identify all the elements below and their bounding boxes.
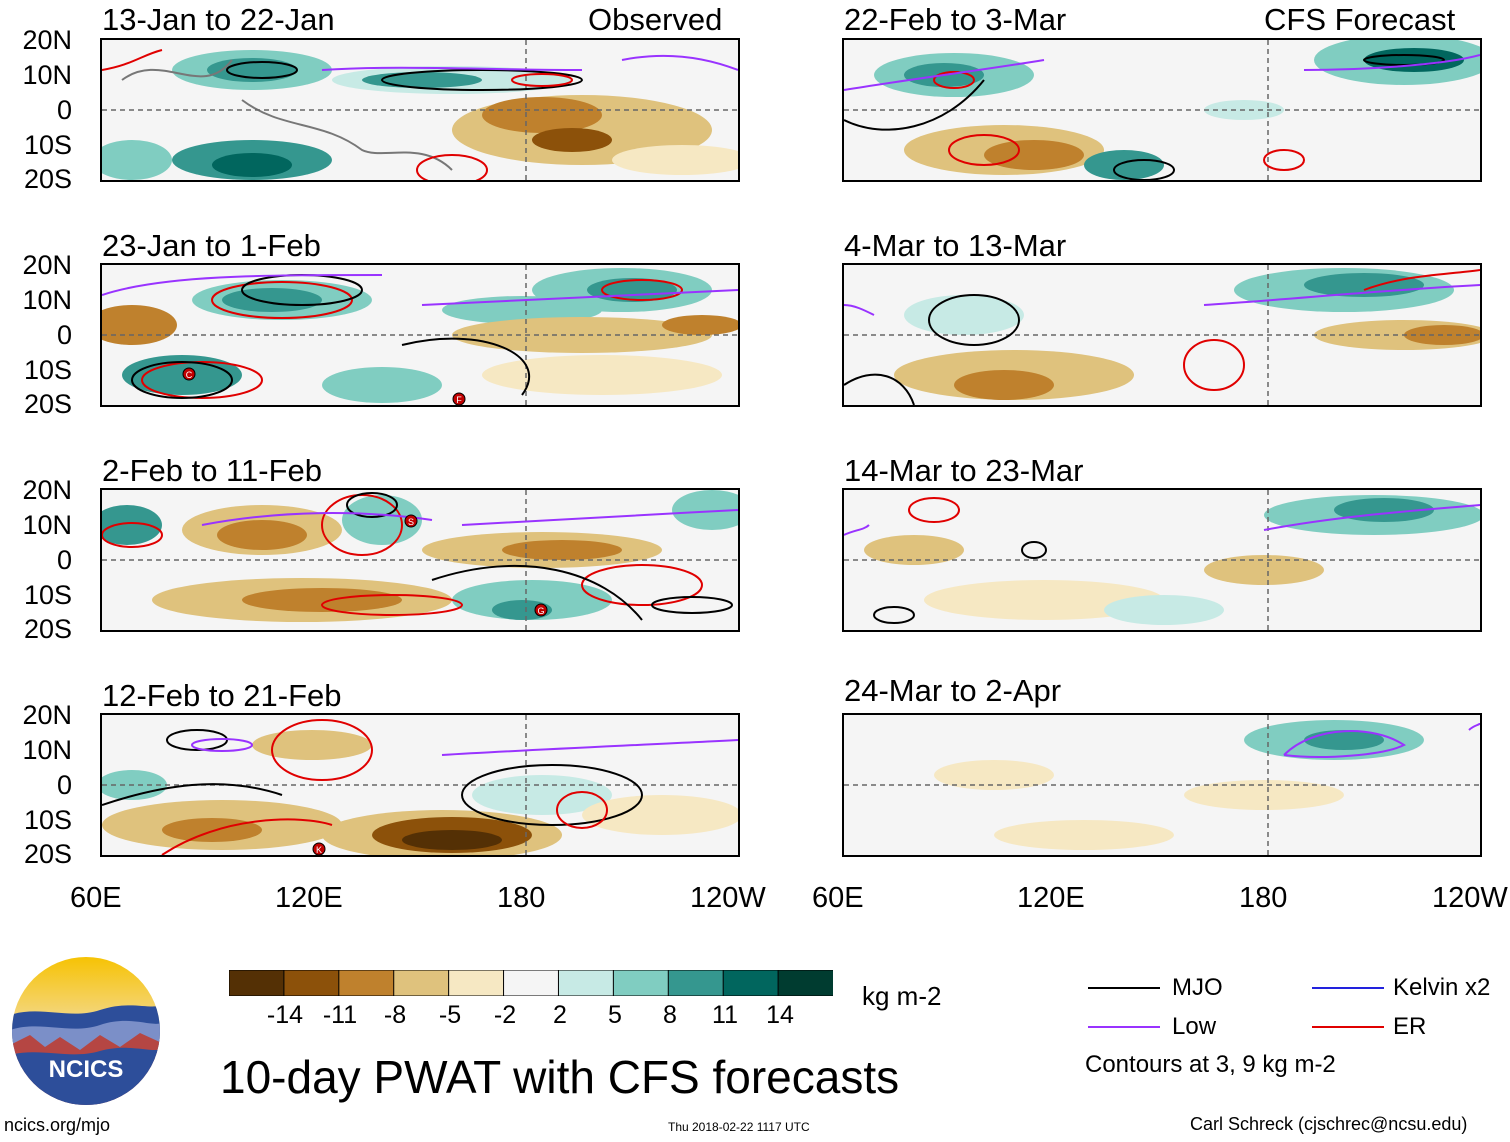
legend-label-kelvin: Kelvin x2	[1393, 974, 1491, 1001]
map-obs-2: C F	[100, 263, 740, 407]
colorbar-tick: -5	[438, 1001, 462, 1029]
lon-label: 120W	[690, 882, 766, 914]
lon-label: 180	[1239, 882, 1288, 914]
legend-line-er	[1312, 1026, 1384, 1028]
colorbar-tick: 8	[663, 1001, 677, 1029]
legend-line-low	[1088, 1026, 1160, 1028]
map-obs-3: S G	[100, 488, 740, 632]
ncics-logo: NCICS	[10, 955, 162, 1107]
colorbar-swatch	[612, 969, 670, 997]
forecast-label: CFS Forecast	[1264, 2, 1456, 37]
map-fcst-4	[842, 713, 1482, 857]
colorbar-swatch	[667, 969, 725, 997]
colorbar-tick: -11	[322, 1001, 358, 1029]
lat-label: 20N	[22, 250, 72, 280]
contours-note: Contours at 3, 9 kg m-2	[1085, 1051, 1336, 1078]
lat-label: 20S	[23, 839, 72, 869]
panel-title-fcst-2: 4-Mar to 13-Mar	[844, 228, 1067, 263]
storm-label: C	[186, 370, 193, 380]
colorbar-swatch	[503, 969, 560, 997]
storm-marker-s	[404, 514, 418, 528]
storm-marker-c	[182, 367, 196, 381]
footer-timestamp: Thu 2018-02-22 1117 UTC	[668, 1120, 810, 1134]
panel-title-obs-1: 13-Jan to 22-Jan	[102, 2, 335, 37]
lon-label: 60E	[70, 882, 122, 914]
lon-label: 60E	[812, 882, 864, 914]
panel-title-fcst-3: 14-Mar to 23-Mar	[844, 453, 1084, 488]
observed-label: Observed	[588, 2, 723, 37]
colorbar-swatch	[228, 969, 285, 997]
lat-label: 20N	[22, 475, 72, 505]
lat-label: 10S	[23, 130, 72, 160]
lat-label: 10S	[23, 355, 72, 385]
storm-label: F	[456, 395, 462, 405]
colorbar-tick: 5	[608, 1001, 622, 1029]
colorbar-unit: kg m-2	[862, 981, 942, 1011]
logo-text: NCICS	[49, 1056, 124, 1083]
footer-url: ncics.org/mjo	[4, 1115, 111, 1135]
colorbar	[228, 969, 835, 997]
colorbar-tick: 14	[766, 1001, 794, 1029]
map-fcst-3	[842, 488, 1482, 632]
lat-label: 10S	[23, 580, 72, 610]
figure-title: 10-day PWAT with CFS forecasts	[220, 1051, 900, 1103]
colorbar-tick: -8	[383, 1001, 407, 1029]
legend-label-er: ER	[1393, 1013, 1427, 1040]
lat-label: 20S	[23, 614, 72, 644]
storm-label: S	[408, 517, 414, 527]
panel-title-obs-2: 23-Jan to 1-Feb	[102, 228, 321, 263]
legend-line-kelvin	[1312, 987, 1384, 989]
lat-label: 0	[56, 770, 72, 800]
colorbar-swatch	[557, 969, 615, 997]
lat-label: 20N	[22, 700, 72, 730]
lon-label: 120E	[275, 882, 343, 914]
storm-label: K	[316, 845, 322, 855]
colorbar-tick: -14	[266, 1001, 304, 1029]
lat-label: 20S	[23, 164, 72, 194]
lat-label: 10N	[22, 285, 72, 315]
lon-label: 180	[497, 882, 546, 914]
colorbar-swatch	[393, 969, 450, 997]
colorbar-tick: 2	[553, 1001, 567, 1029]
storm-label: G	[537, 606, 544, 616]
panel-title-obs-3: 2-Feb to 11-Feb	[102, 453, 322, 488]
lat-label: 0	[56, 320, 72, 350]
lat-label: 0	[56, 95, 72, 125]
map-fcst-2	[842, 263, 1482, 407]
lat-label: 10N	[22, 60, 72, 90]
panel-title-fcst-1: 22-Feb to 3-Mar	[844, 2, 1067, 37]
colorbar-tick: -2	[493, 1001, 517, 1029]
legend-line-mjo	[1088, 987, 1160, 989]
lat-label: 20N	[22, 25, 72, 55]
map-obs-4: K	[100, 713, 740, 857]
colorbar-swatch	[777, 969, 835, 997]
lat-label: 20S	[23, 389, 72, 419]
colorbar-tick: 11	[712, 1001, 738, 1029]
colorbar-swatch	[448, 969, 505, 997]
lat-label: 10N	[22, 735, 72, 765]
lon-label: 120E	[1017, 882, 1085, 914]
panel-title-fcst-4: 24-Mar to 2-Apr	[844, 673, 1062, 708]
panel-title-obs-4: 12-Feb to 21-Feb	[102, 678, 342, 713]
map-fcst-1	[842, 38, 1482, 182]
colorbar-swatch	[283, 969, 340, 997]
map-obs-1	[100, 38, 740, 182]
legend-label-low: Low	[1172, 1013, 1217, 1040]
storm-marker-g	[534, 603, 548, 617]
lat-label: 0	[56, 545, 72, 575]
lon-label: 120W	[1432, 882, 1508, 914]
lat-label: 10N	[22, 510, 72, 540]
lat-label: 10S	[23, 805, 72, 835]
storm-marker-f	[452, 392, 466, 405]
footer-author: Carl Schreck (cjschrec@ncsu.edu)	[1190, 1114, 1468, 1134]
legend-label-mjo: MJO	[1172, 974, 1223, 1001]
storm-marker-k	[312, 842, 326, 855]
colorbar-swatch	[722, 969, 780, 997]
colorbar-swatch	[338, 969, 395, 997]
